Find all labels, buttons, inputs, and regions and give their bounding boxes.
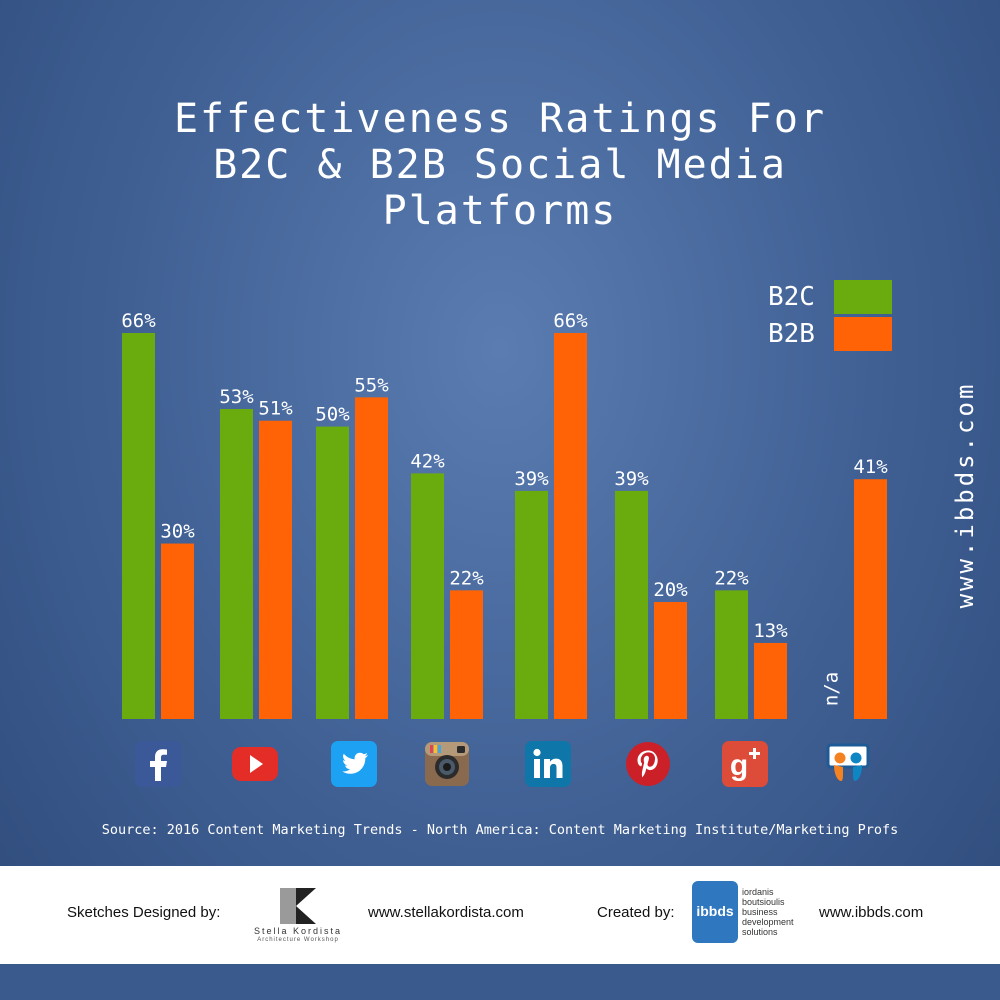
google-plus-icon: g	[722, 741, 768, 787]
bar-b2b-7	[854, 479, 887, 719]
bar-label-b2b-7: 41%	[853, 456, 888, 478]
ibbds-url-link[interactable]: www.ibbds.com	[819, 904, 924, 921]
stella-kordista-logo-mark	[280, 888, 316, 924]
legend-swatch-b2c	[834, 280, 892, 314]
instagram-icon	[425, 742, 469, 786]
bar-b2b-5	[654, 602, 687, 719]
source-note: Source: 2016 Content Marketing Trends - …	[101, 822, 899, 838]
stella-kordista-logo: Stella Kordista Architecture Workshop	[238, 886, 358, 946]
bar-b2c-2	[316, 426, 349, 719]
bar-label-b2c-3: 42%	[410, 450, 445, 472]
bar-b2b-6	[754, 642, 787, 719]
legend-swatch-b2b	[834, 317, 892, 351]
bar-label-b2c-7: n/a	[821, 672, 843, 706]
footer: Sketches Designed by: Stella Kordista Ar…	[0, 866, 1000, 964]
stella-url-link[interactable]: www.stellakordista.com	[368, 904, 524, 921]
legend-label-b2c: B2C	[768, 282, 815, 312]
bar-b2c-1	[220, 409, 253, 719]
bar-b2b-2	[355, 397, 388, 719]
bar-label-b2c-2: 50%	[315, 404, 350, 426]
bar-label-b2c-4: 39%	[514, 468, 549, 490]
bar-label-b2b-4: 66%	[553, 310, 588, 332]
bar-b2c-4	[515, 490, 548, 719]
svg-text:g: g	[730, 749, 748, 782]
legend-label-b2b: B2B	[768, 319, 815, 349]
created-label: Created by:	[597, 904, 675, 921]
bar-label-b2b-2: 55%	[354, 374, 389, 396]
stella-kordista-name: Stella Kordista	[253, 926, 343, 936]
ibbds-logo-text: ibbds	[696, 903, 734, 919]
bar-b2b-0	[161, 543, 194, 719]
bar-b2b-1	[259, 420, 292, 719]
bar-label-b2b-3: 22%	[449, 567, 484, 589]
bar-label-b2b-0: 30%	[160, 521, 195, 543]
bar-b2c-3	[411, 473, 444, 719]
bottom-band	[0, 964, 1000, 1000]
bar-b2b-4	[554, 333, 587, 719]
bar-b2b-3	[450, 590, 483, 719]
legend-item-b2b: B2B	[768, 317, 892, 351]
ibbds-logo: ibbds iordanis boutsioulis business deve…	[692, 881, 812, 945]
bar-label-b2c-5: 39%	[614, 468, 649, 490]
bar-label-b2b-5: 20%	[653, 579, 688, 601]
twitter-icon	[331, 741, 377, 787]
bar-label-b2c-6: 22%	[714, 567, 749, 589]
slideshare-icon	[826, 743, 870, 781]
chart-title: Effectiveness Ratings For B2C & B2B Soci…	[173, 96, 827, 234]
legend-item-b2c: B2C	[768, 280, 892, 314]
bar-b2c-5	[615, 490, 648, 719]
stella-kordista-subtitle: Architecture Workshop	[257, 937, 339, 943]
ibbds-logo-description: iordanis boutsioulis business developmen…	[742, 887, 794, 937]
sketches-label: Sketches Designed by:	[67, 904, 221, 921]
youtube-icon	[232, 747, 278, 781]
linkedin-icon	[525, 741, 571, 787]
bar-b2c-0	[122, 333, 155, 719]
facebook-icon	[135, 741, 181, 787]
pinterest-icon	[626, 742, 670, 786]
ibbds-logo-box: ibbds	[692, 881, 738, 943]
bar-label-b2c-0: 66%	[121, 310, 156, 332]
bar-label-b2c-1: 53%	[219, 386, 254, 408]
bar-label-b2b-1: 51%	[258, 398, 293, 420]
bar-label-b2b-6: 13%	[753, 620, 788, 642]
bar-b2c-6	[715, 590, 748, 719]
